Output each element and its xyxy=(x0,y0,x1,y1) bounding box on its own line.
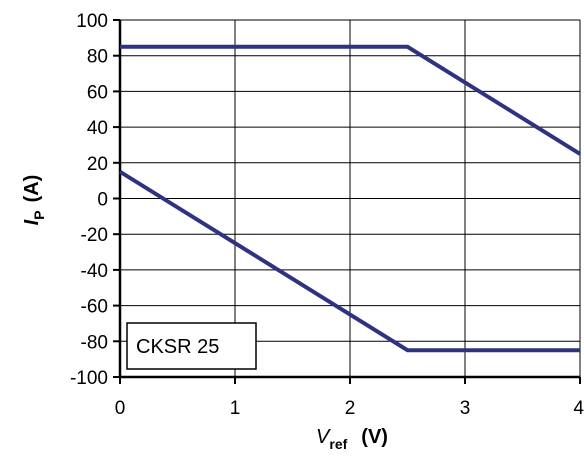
x-tick-label: 1 xyxy=(230,398,241,419)
y-axis-title-sub: P xyxy=(31,210,47,219)
svg-text:Vref(V): Vref (V) xyxy=(316,426,388,452)
x-axis-title-sub: ref xyxy=(329,436,347,452)
x-axis-title-unit: (V) xyxy=(361,426,388,448)
y-tick-label: 100 xyxy=(76,11,108,32)
y-tick-label: -60 xyxy=(81,297,108,318)
annotation-label: CKSR 25 xyxy=(136,336,219,358)
y-tick-label: 20 xyxy=(87,154,108,175)
x-tick-label: 3 xyxy=(460,398,471,419)
series-line-1 xyxy=(120,44,582,156)
y-tick-label: 40 xyxy=(87,118,108,139)
series-line-2 xyxy=(118,170,580,353)
x-tick-label: 2 xyxy=(345,398,356,419)
y-axis-title: IP (A) xyxy=(21,175,47,226)
y-tick-label: 60 xyxy=(87,82,108,103)
x-tick-label: 4 xyxy=(573,398,584,419)
x-tick-label: 0 xyxy=(115,398,126,419)
y-tick-label: -20 xyxy=(81,225,108,246)
x-axis-title-main: V xyxy=(316,426,331,448)
y-tick-label: 80 xyxy=(87,47,108,68)
y-tick-label: -40 xyxy=(81,261,108,282)
legend-box: CKSR 25 xyxy=(126,322,257,370)
axes xyxy=(113,19,581,384)
tick-labels: 100 80 60 40 20 0 -20 -40 -60 -80 -100 0 1 2 3 4 xyxy=(70,11,584,419)
svg-text:IP(A): IP (A) xyxy=(21,175,47,226)
y-tick-label: -100 xyxy=(70,368,108,389)
y-axis-title-unit: (A) xyxy=(21,175,43,203)
y-tick-label: 0 xyxy=(97,190,108,211)
y-axis-title-main: I xyxy=(21,219,43,225)
y-tick-label: -80 xyxy=(81,332,108,353)
x-axis-title: Vref (V) xyxy=(316,426,388,452)
series-layer xyxy=(118,44,582,353)
